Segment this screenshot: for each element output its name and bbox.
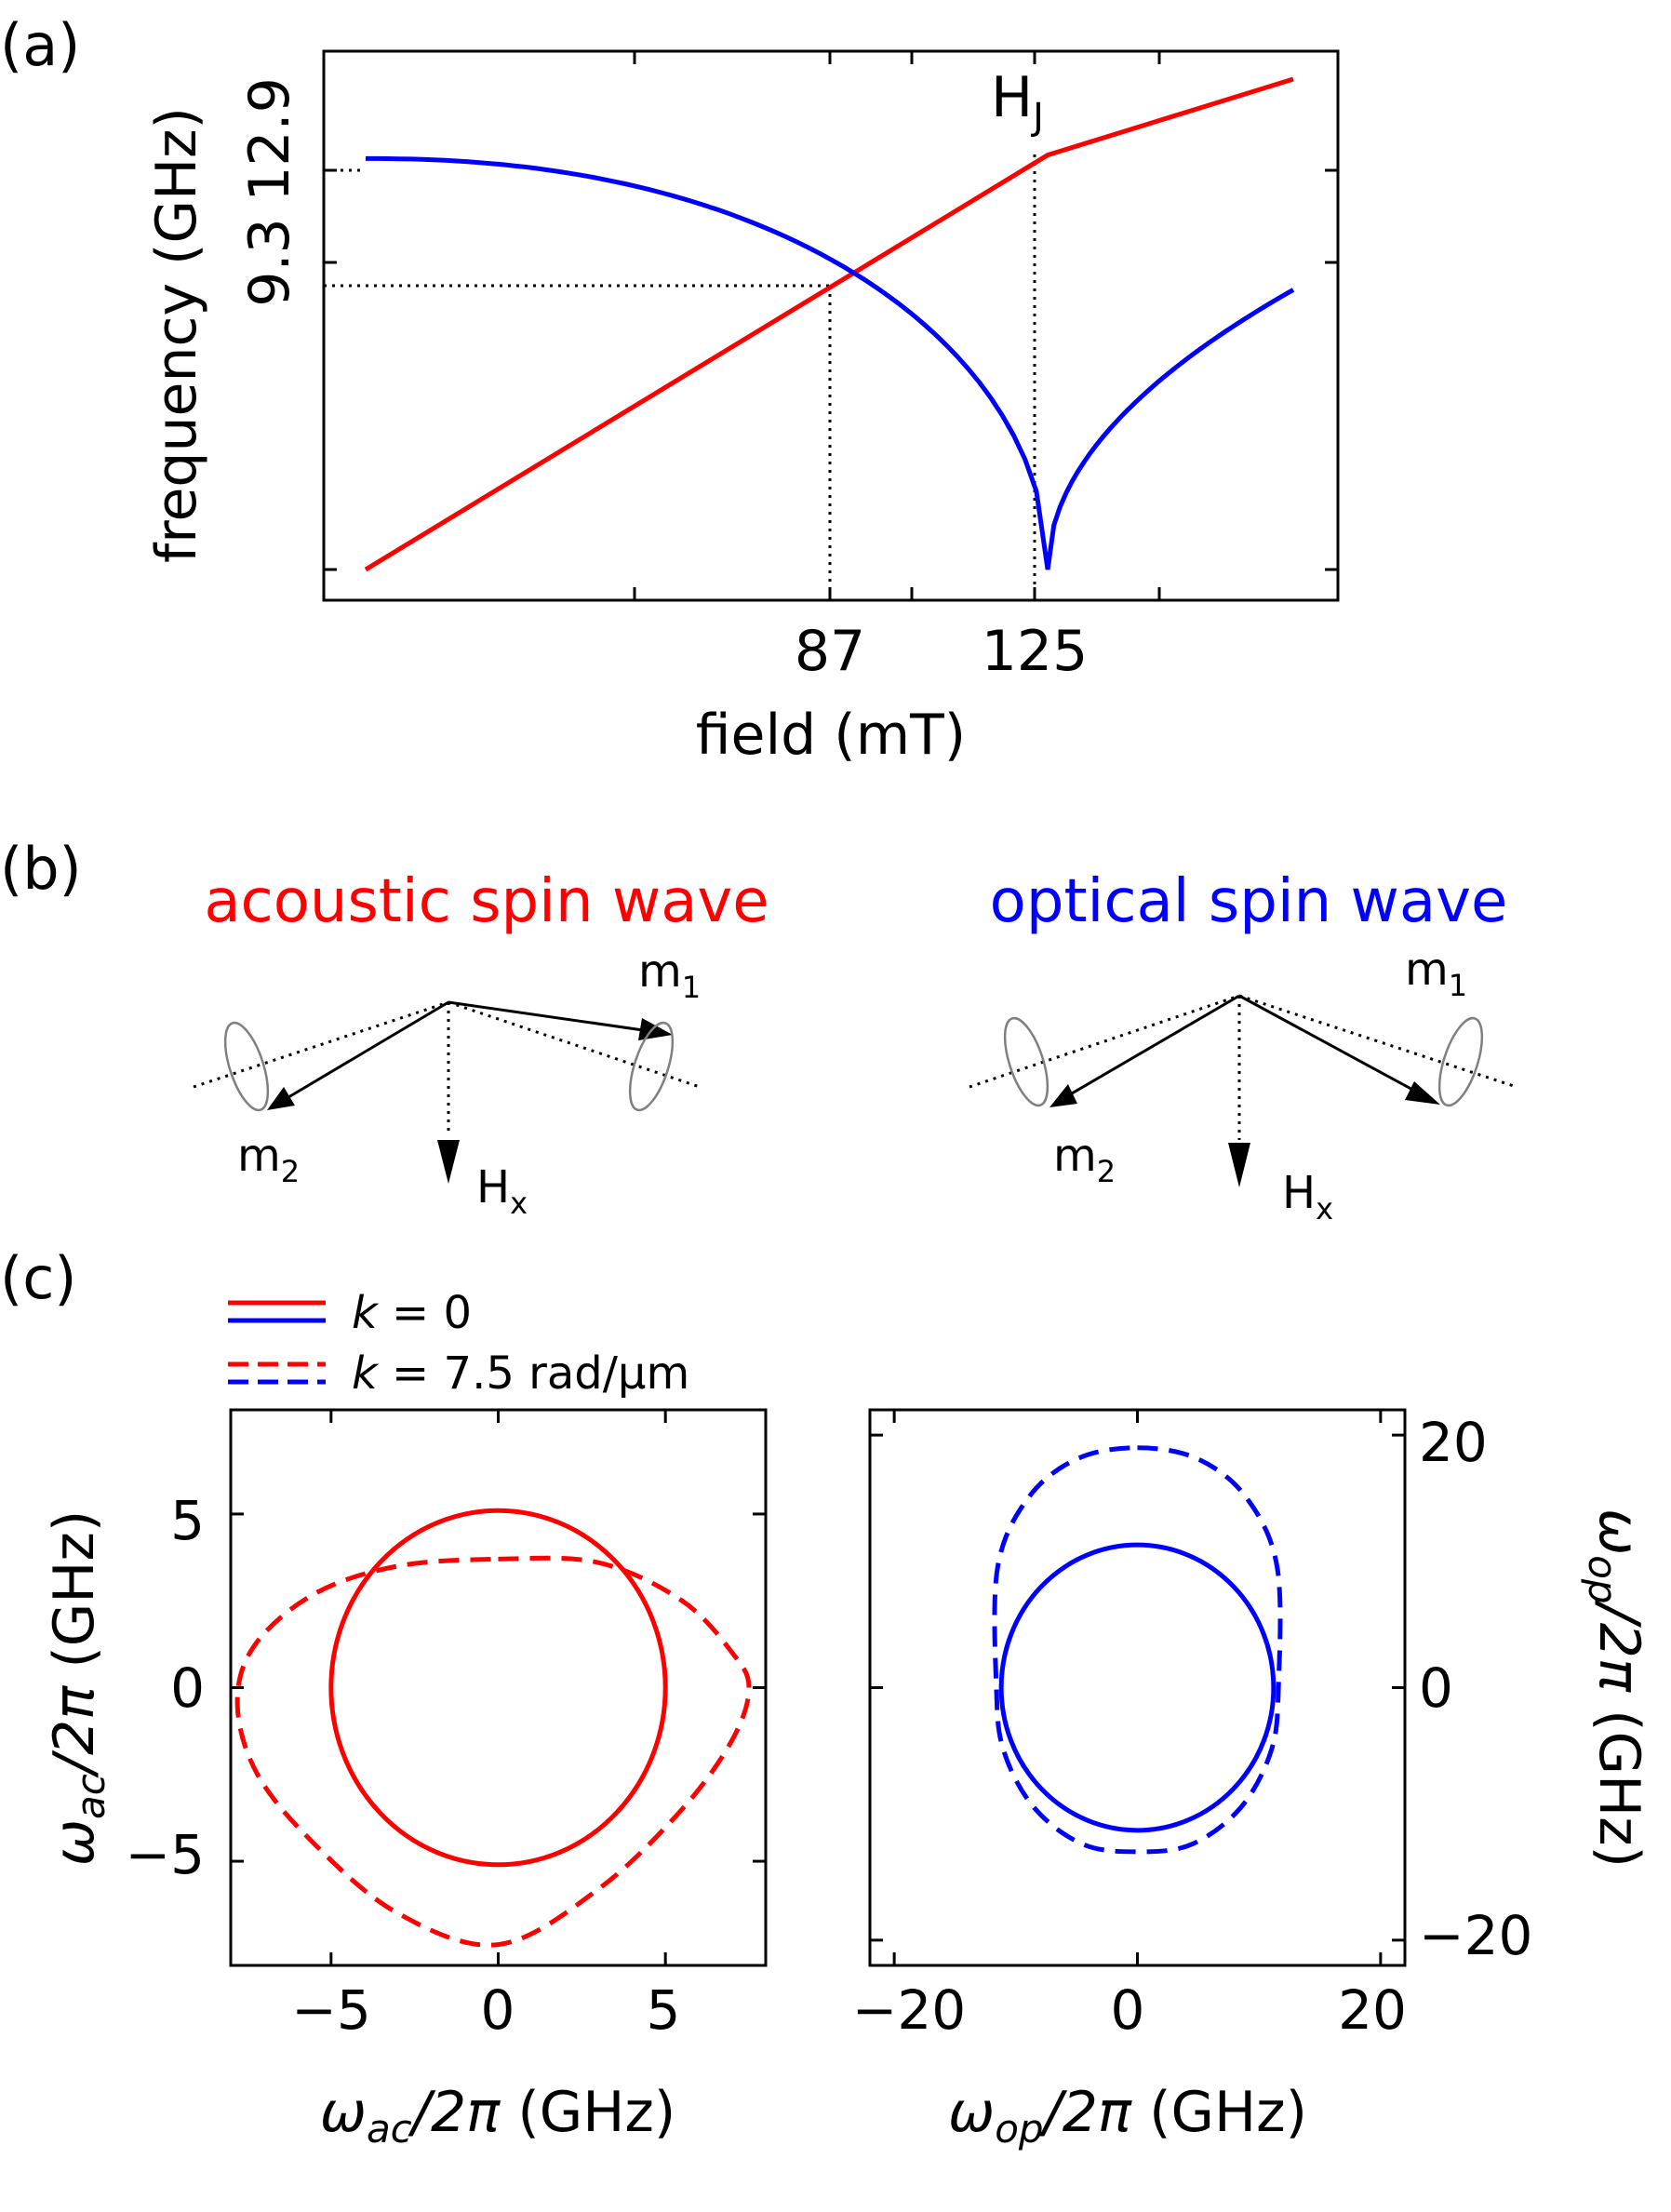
acoustic-field-arrowhead [437, 1140, 460, 1184]
optical-field-arrowhead [1228, 1143, 1250, 1187]
optical-m2-vector [1060, 994, 1240, 1102]
panel-a-frame [322, 49, 1340, 602]
cr-y-tick-label-0: 0 [1419, 1656, 1453, 1720]
panel-c-right-frame [868, 1408, 1407, 1967]
cr-y-axis-label: ωop/2π (GHz) [1580, 1508, 1651, 1868]
acoustic-m1-vector [448, 1000, 663, 1035]
series-optical-k0 [1001, 1545, 1274, 1830]
optical-title: optical spin wave [990, 867, 1508, 936]
acoustic-m1-precession-ellipse [628, 1021, 675, 1112]
panel-c-left-ticks [231, 1410, 766, 1965]
cl-x-tick-label-5: 5 [647, 1978, 681, 2042]
panel-b-diagram: acoustic spin wave optical spin wave m1 … [193, 867, 1517, 1227]
cr-x-tick-label-20: 20 [1338, 1978, 1407, 2042]
y-axis-label-a: frequency (GHz) [144, 107, 209, 563]
panel-label-c: (c) [0, 1244, 76, 1312]
cl-y-axis-label: ωac/2π (GHz) [42, 1510, 114, 1867]
acoustic-m2-label: m2 [237, 1130, 300, 1189]
hj-annotation: HJ [991, 65, 1044, 139]
acoustic-diagram: m1 m2 Hx [193, 945, 701, 1221]
panel-label-a: (a) [0, 11, 80, 79]
panel-c-right-ticks [870, 1410, 1405, 1965]
panel-a-chart: 87 125 field (mT) 9.3 12.9 frequency (GH… [144, 49, 1340, 768]
series-acoustic-line [364, 76, 1294, 572]
series-acoustic-k0 [328, 1508, 668, 1867]
cr-x-tick-label-0: 0 [1111, 1978, 1145, 2042]
panel-c-left-frame [229, 1408, 768, 1967]
cr-x-tick-label-m20: −20 [852, 1978, 966, 2042]
x-tick-label-125: 125 [982, 619, 1089, 684]
acoustic-hx-label: Hx [476, 1161, 528, 1221]
cl-y-tick-label-m5: −5 [126, 1823, 206, 1886]
series-optical-k75 [992, 1445, 1283, 1855]
panel-c-left-chart: −5 0 5 5 0 −5 ωac/2π (GHz) ωac/2π (GHz) [42, 1408, 768, 2152]
optical-dotted-left [969, 994, 1240, 1089]
series-optical-line [366, 155, 1295, 570]
optical-m1-precession-ellipse [1437, 1016, 1484, 1107]
panel-c-right-chart: −20 0 20 20 0 −20 ωop/2π (GHz) ωop/2π (G… [852, 1408, 1651, 2152]
acoustic-dotted-right [448, 1000, 701, 1089]
legend: k = 0 k = 7.5 rad/μm [228, 1287, 689, 1400]
optical-m2-precession-ellipse [1003, 1016, 1049, 1107]
acoustic-dotted-left [193, 1000, 449, 1089]
cr-y-tick-label-20: 20 [1419, 1411, 1488, 1474]
cr-y-tick-label-m20: −20 [1419, 1904, 1532, 1967]
cr-x-axis-label: ωop/2π (GHz) [948, 2080, 1307, 2152]
acoustic-m2-arrowhead [267, 1087, 295, 1110]
acoustic-m2-precession-ellipse [223, 1021, 270, 1112]
acoustic-m2-vector [278, 1000, 449, 1105]
optical-m1-vector [1238, 994, 1429, 1100]
legend-label-k0: k = 0 [352, 1287, 472, 1339]
cl-y-tick-label-5: 5 [170, 1489, 205, 1552]
acoustic-m1-arrowhead [638, 1018, 673, 1040]
x-axis-label-a: field (mT) [696, 703, 966, 768]
cl-x-tick-label-0: 0 [481, 1978, 515, 2042]
y-tick-label-12.9: 12.9 [237, 77, 302, 202]
acoustic-title: acoustic spin wave [204, 867, 769, 936]
optical-m2-arrowhead [1049, 1084, 1077, 1107]
cl-x-axis-label: ωac/2π (GHz) [320, 2080, 676, 2152]
optical-m2-label: m2 [1053, 1130, 1116, 1189]
optical-diagram: m1 m2 Hx [969, 944, 1517, 1227]
y-tick-label-9.3: 9.3 [237, 218, 302, 306]
cl-x-tick-label-m5: −5 [291, 1978, 371, 2042]
cl-y-tick-label-0: 0 [170, 1656, 205, 1720]
legend-label-k75: k = 7.5 rad/μm [352, 1347, 689, 1400]
acoustic-m1-label: m1 [638, 945, 701, 1005]
optical-m1-label: m1 [1405, 944, 1467, 1003]
optical-dotted-right [1238, 994, 1517, 1089]
optical-hx-label: Hx [1282, 1167, 1333, 1227]
optical-m1-arrowhead [1405, 1081, 1440, 1105]
series-acoustic-k75 [234, 1555, 752, 1948]
panel-label-b: (b) [0, 835, 82, 903]
x-tick-label-87: 87 [795, 619, 865, 684]
